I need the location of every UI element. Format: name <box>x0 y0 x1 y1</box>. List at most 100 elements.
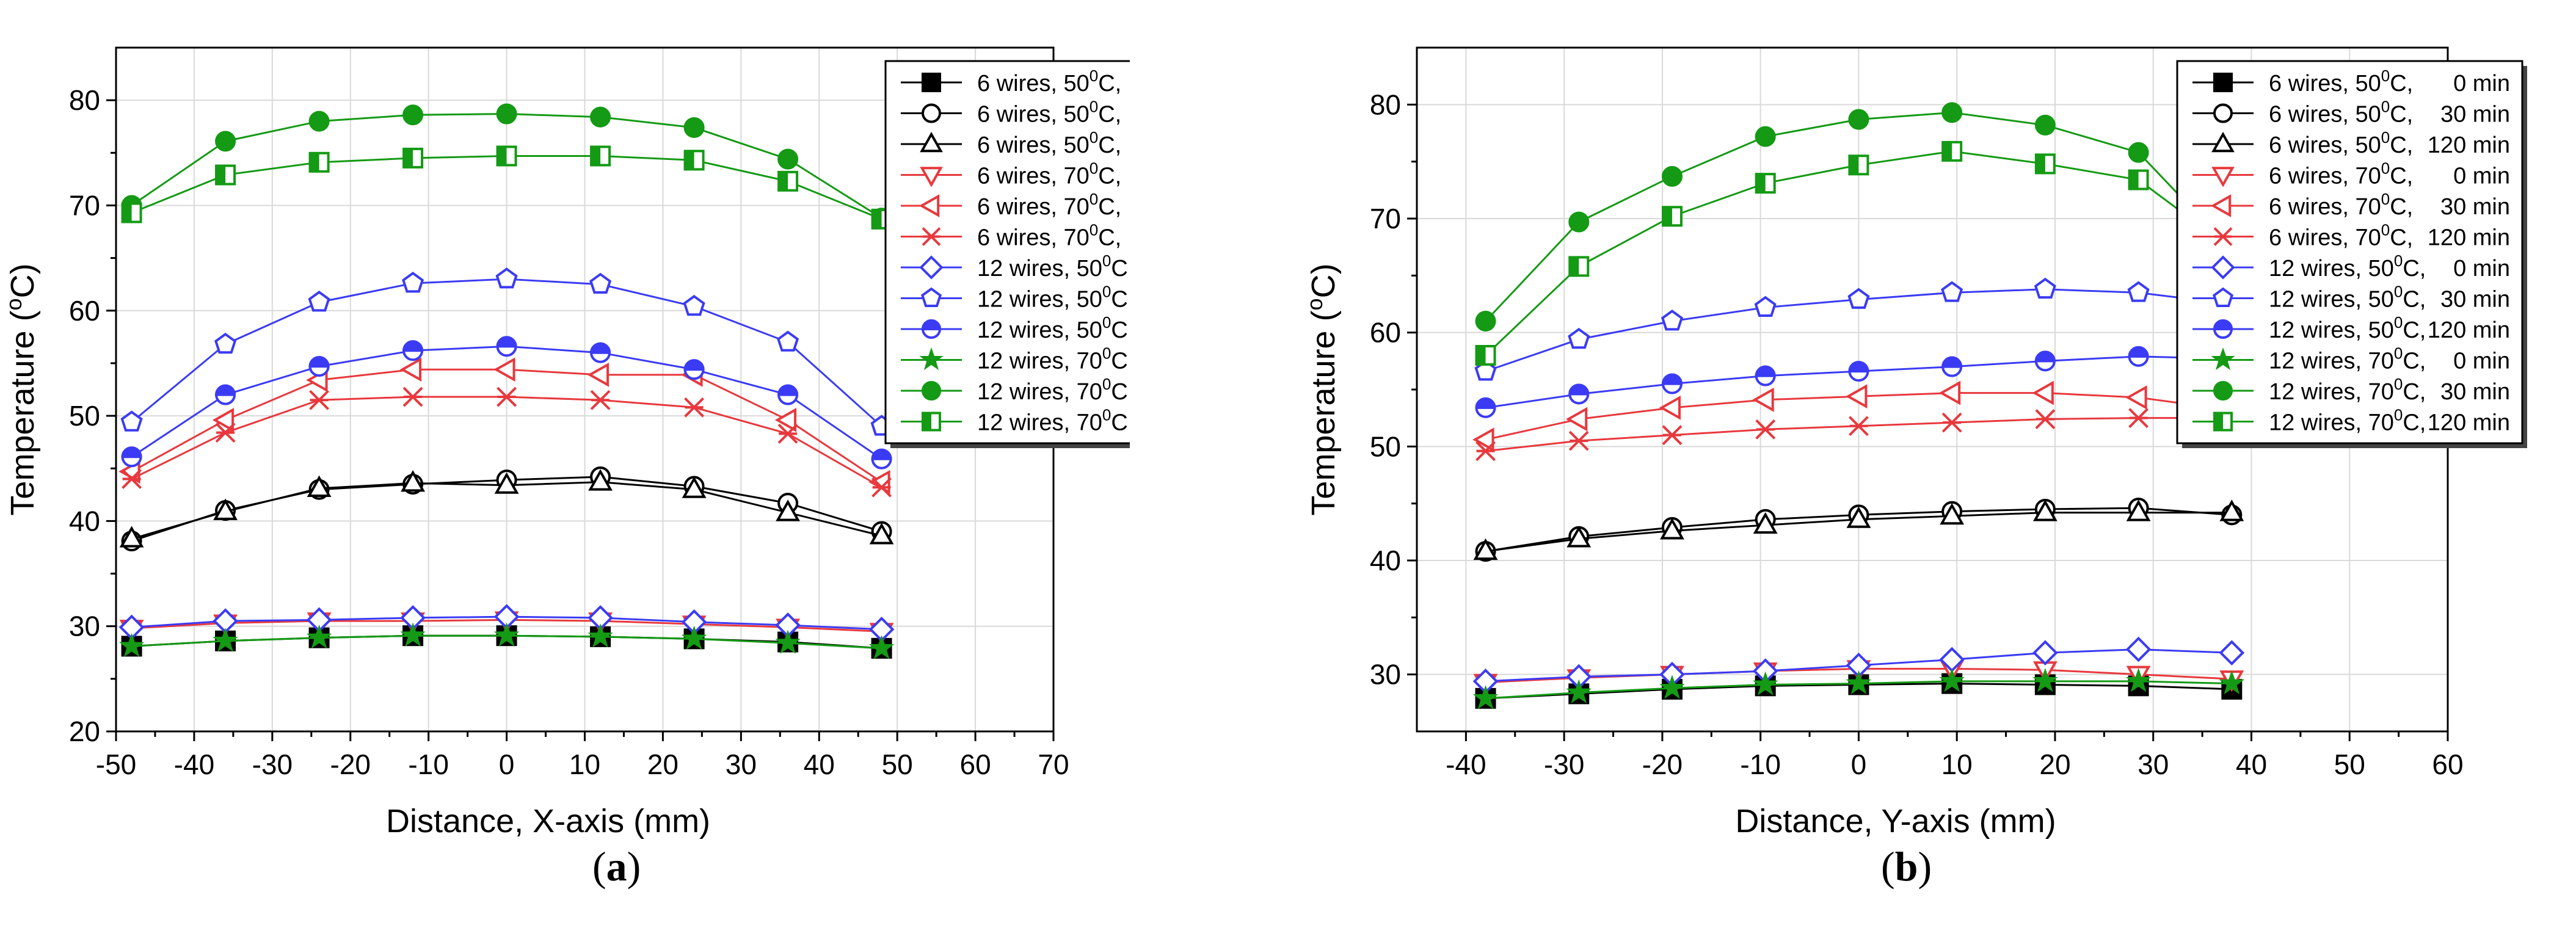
legend-entry: 12 wires, 700C,120 min <box>901 406 1130 436</box>
data-point <box>681 625 707 650</box>
data-point <box>1938 380 1961 405</box>
legend-box <box>884 60 1130 444</box>
data-point <box>215 131 236 152</box>
data-point <box>1661 206 1683 227</box>
series-7 <box>1472 636 2245 694</box>
data-point <box>2034 114 2056 136</box>
data-point <box>1660 518 1684 540</box>
data-point <box>215 422 236 443</box>
legend-marker <box>919 255 944 280</box>
x-tick-label: -10 <box>408 749 448 780</box>
data-point <box>497 386 517 407</box>
legend-box <box>2176 60 2523 444</box>
legend-time: 30 min <box>2440 194 2510 220</box>
legend-time: 120 min <box>2428 317 2510 343</box>
data-point <box>1941 412 1962 433</box>
legend-label: 12 wires, 700C, <box>2269 344 2426 374</box>
data-point <box>2219 640 2245 666</box>
data-point <box>683 117 705 138</box>
data-point <box>588 623 613 648</box>
x-tick-label: 30 <box>2138 749 2169 780</box>
y-tick-label: 40 <box>1370 545 1401 576</box>
data-point <box>2219 670 2245 695</box>
data-point <box>2032 380 2054 405</box>
x-tick-label: 0 <box>499 749 515 780</box>
data-point <box>402 340 424 361</box>
data-point <box>399 357 422 382</box>
data-point <box>213 498 238 520</box>
data-point <box>118 633 145 658</box>
legend-entry: 12 wires, 500C,120 min <box>901 313 1130 343</box>
y-tick-label: 80 <box>1370 89 1401 120</box>
data-point <box>777 170 799 192</box>
data-point <box>1755 173 1776 194</box>
data-point <box>1755 419 1776 440</box>
series-8 <box>120 267 893 436</box>
data-point <box>120 410 143 432</box>
data-point <box>1940 502 1965 525</box>
data-point <box>590 390 611 410</box>
x-tick-label: 10 <box>569 749 600 780</box>
series-10 <box>1472 668 2245 709</box>
x-axis-label: Distance, X-axis (mm) <box>386 803 710 839</box>
data-point <box>2128 169 2149 190</box>
series-3 <box>1473 499 2244 560</box>
data-point <box>2127 281 2150 302</box>
data-point <box>308 111 330 132</box>
data-point <box>1848 154 1869 176</box>
legend-entry: 6 wires, 500C,120 min <box>901 128 1121 158</box>
legend-marker <box>2213 103 2233 123</box>
y-tick-label: 30 <box>1370 659 1401 691</box>
x-axis-label: Distance, Y-axis (mm) <box>1735 803 2056 839</box>
data-point <box>494 472 519 494</box>
data-point <box>2034 350 2056 372</box>
data-point <box>122 469 142 489</box>
data-point <box>214 332 237 354</box>
data-point <box>309 390 329 410</box>
data-point <box>1475 397 1496 418</box>
data-point <box>1941 140 1963 162</box>
data-point <box>402 386 423 407</box>
data-point <box>2125 636 2152 662</box>
data-point <box>683 294 705 316</box>
data-point <box>1941 356 1963 377</box>
data-point <box>1568 430 1589 451</box>
data-point <box>590 342 611 363</box>
data-point <box>308 356 330 377</box>
legend-entry: 6 wires, 700C, 0 min <box>2192 159 2510 189</box>
data-point <box>1472 427 1494 452</box>
legend-time: 0 min <box>2453 349 2510 374</box>
data-point <box>493 357 515 382</box>
legend-marker <box>2213 411 2233 432</box>
y-tick-label: 80 <box>69 84 100 116</box>
legend-entry: 6 wires, 700C,120 min <box>901 221 1121 251</box>
y-tick-label: 60 <box>1370 317 1401 349</box>
data-point <box>400 622 426 647</box>
y-tick-label: 70 <box>1370 203 1401 234</box>
data-point <box>777 330 799 352</box>
data-point <box>493 622 520 647</box>
legend-label: 12 wires, 700C, <box>977 406 1130 436</box>
data-point <box>869 523 894 545</box>
data-point <box>1661 373 1683 394</box>
legend-label: 12 wires, 700C, <box>2269 375 2426 405</box>
data-point <box>1472 685 1499 709</box>
legend-marker <box>2211 255 2235 280</box>
legend-marker <box>2211 167 2235 187</box>
data-point <box>1847 288 1870 309</box>
series-group <box>118 103 895 659</box>
series-3 <box>119 469 894 548</box>
data-point <box>2125 668 2152 692</box>
legend-label: 6 wires, 700C, <box>977 221 1121 251</box>
data-point <box>119 526 144 548</box>
legend-time: 120 min <box>2428 225 2510 251</box>
series-7 <box>118 604 895 642</box>
data-point <box>2032 499 2058 521</box>
x-tick-label: 40 <box>2236 749 2267 780</box>
legend-marker <box>2213 381 2233 401</box>
data-point <box>1475 441 1496 462</box>
series-group <box>1472 102 2245 709</box>
data-point <box>587 362 609 387</box>
data-point <box>1662 425 1683 446</box>
data-point <box>308 291 330 312</box>
